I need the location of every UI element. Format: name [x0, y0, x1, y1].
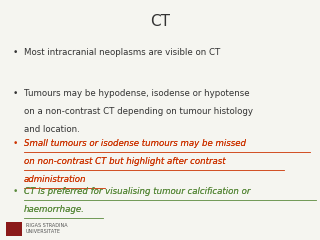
Text: •: • [13, 139, 18, 148]
Text: CT is preferred for visualising tumour calcification or: CT is preferred for visualising tumour c… [24, 187, 250, 196]
Text: Tumours may be hypodense, isodense or hypotense: Tumours may be hypodense, isodense or hy… [24, 89, 250, 98]
Text: administration: administration [24, 175, 86, 184]
Text: CT is preferred for visualising tumour calcification or: CT is preferred for visualising tumour c… [24, 187, 250, 196]
Text: haemorrhage.: haemorrhage. [24, 205, 85, 214]
Text: •: • [13, 187, 18, 196]
Text: •: • [13, 89, 18, 98]
Text: CT: CT [150, 14, 170, 30]
Text: Small tumours or isodense tumours may be missed: Small tumours or isodense tumours may be… [24, 139, 246, 148]
Text: administration: administration [24, 175, 86, 184]
Text: on non-contrast CT but highlight after contrast: on non-contrast CT but highlight after c… [24, 157, 226, 166]
FancyBboxPatch shape [6, 222, 22, 236]
Text: Small tumours or isodense tumours may be missed: Small tumours or isodense tumours may be… [24, 139, 246, 148]
Text: •: • [13, 48, 18, 57]
Text: and location.: and location. [24, 125, 80, 134]
Text: RIGAS STRADINA
UNIVERSITATE: RIGAS STRADINA UNIVERSITATE [26, 223, 67, 234]
Text: on a non-contrast CT depending on tumour histology: on a non-contrast CT depending on tumour… [24, 107, 253, 116]
Text: Most intracranial neoplasms are visible on CT: Most intracranial neoplasms are visible … [24, 48, 220, 57]
Text: on non-contrast CT but highlight after contrast: on non-contrast CT but highlight after c… [24, 157, 226, 166]
Text: haemorrhage.: haemorrhage. [24, 205, 85, 214]
